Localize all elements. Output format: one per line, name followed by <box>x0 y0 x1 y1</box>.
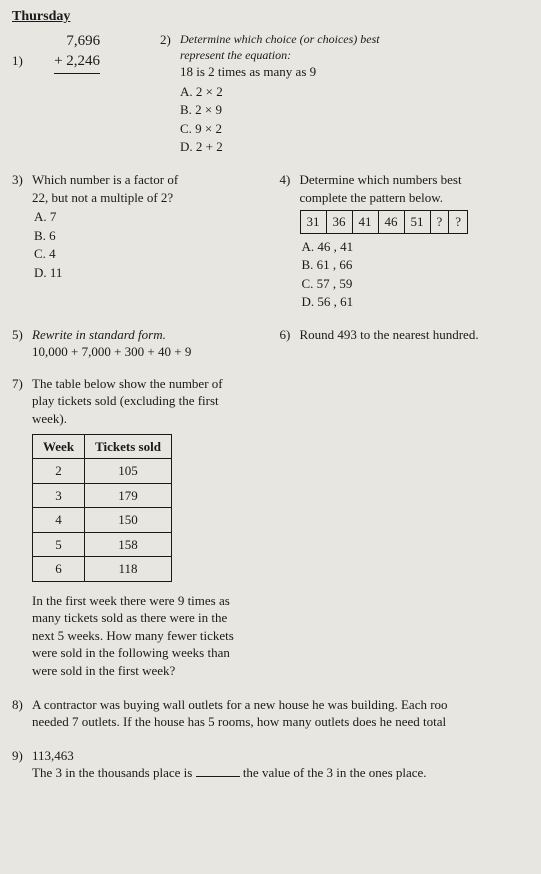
q2-choice-c: C. 9 × 2 <box>180 120 380 138</box>
q3-choice-a: A. 7 <box>34 208 262 226</box>
q7-prompt-l2: play tickets sold (excluding the first <box>32 392 223 410</box>
q9-blank <box>196 776 240 777</box>
q9-l1a: The 3 in the thousands place is <box>32 765 196 780</box>
q7-body-l5: were sold in the first week? <box>32 662 529 680</box>
q4: 4) Determine which numbers best complete… <box>280 171 530 312</box>
q3-choice-d: D. 11 <box>34 264 262 282</box>
q4-choice-a: A. 46 , 41 <box>302 238 530 256</box>
q6-number: 6) <box>280 326 300 344</box>
q7-body-l2: many tickets sold as there were in the <box>32 609 529 627</box>
q4-pattern-table: 31 36 41 46 51 ? ? <box>300 210 469 234</box>
q9: 9) 113,463 The 3 in the thousands place … <box>12 747 529 782</box>
q5: 5) Rewrite in standard form. 10,000 + 7,… <box>12 326 262 361</box>
q4-prompt-l1: Determine which numbers best <box>300 171 462 189</box>
q2-prompt-l2: represent the equation: <box>180 47 380 63</box>
q6-prompt: Round 493 to the nearest hundred. <box>300 326 479 344</box>
q9-sentence: The 3 in the thousands place is the valu… <box>32 764 427 782</box>
q4-choice-c: C. 57 , 59 <box>302 275 530 293</box>
q3-choice-b: B. 6 <box>34 227 262 245</box>
q4-cell-4: 51 <box>404 211 430 234</box>
q7-table: Week Tickets sold 2105 3179 4150 5158 61… <box>32 434 172 582</box>
q7-prompt-l3: week). <box>32 410 223 428</box>
q7-col2: Tickets sold <box>85 434 172 459</box>
q8: 8) A contractor was buying wall outlets … <box>12 696 529 731</box>
q4-cell-6: ? <box>449 211 468 234</box>
q2-choice-b: B. 2 × 9 <box>180 101 380 119</box>
q5-number: 5) <box>12 326 32 361</box>
q2-choice-d: D. 2 + 2 <box>180 138 380 156</box>
q4-cell-3: 46 <box>378 211 404 234</box>
q7-r3c1: 158 <box>85 532 172 557</box>
q2-choice-a: A. 2 × 2 <box>180 83 380 101</box>
q7-number: 7) <box>12 375 32 428</box>
q7-r4c1: 118 <box>85 557 172 582</box>
q4-cell-5: ? <box>430 211 449 234</box>
q7: 7) The table below show the number of pl… <box>12 375 529 680</box>
q2: 2) Determine which choice (or choices) b… <box>160 31 529 157</box>
q9-value: 113,463 <box>32 747 427 765</box>
q1: 1) 7,696 + 2,246 <box>12 31 142 157</box>
q7-body-l3: next 5 weeks. How many fewer tickets <box>32 627 529 645</box>
q5-prompt: Rewrite in standard form. <box>32 326 191 344</box>
q5-expression: 10,000 + 7,000 + 300 + 40 + 9 <box>32 343 191 361</box>
q2-statement: 18 is 2 times as many as 9 <box>180 63 380 81</box>
q1-bottom: + 2,246 <box>54 51 100 74</box>
q6: 6) Round 493 to the nearest hundred. <box>280 326 530 361</box>
q4-cell-0: 31 <box>300 211 326 234</box>
row-q5-q6: 5) Rewrite in standard form. 10,000 + 7,… <box>12 326 529 361</box>
day-header: Thursday <box>12 8 529 27</box>
q8-number: 8) <box>12 696 32 731</box>
q7-r1c1: 179 <box>85 483 172 508</box>
q4-choice-b: B. 61 , 66 <box>302 256 530 274</box>
q7-r0c1: 105 <box>85 459 172 484</box>
q7-body-l4: were sold in the following weeks than <box>32 644 529 662</box>
q1-top: 7,696 <box>54 31 100 51</box>
q3-choice-c: C. 4 <box>34 245 262 263</box>
q1-addition: 7,696 + 2,246 <box>54 31 100 75</box>
q8-l1: A contractor was buying wall outlets for… <box>32 696 448 714</box>
q7-r2c0: 4 <box>33 508 85 533</box>
q2-number: 2) <box>160 31 180 157</box>
q3-number: 3) <box>12 171 32 206</box>
row-q1-q2: 1) 7,696 + 2,246 2) Determine which choi… <box>12 31 529 157</box>
q9-number: 9) <box>12 747 32 782</box>
q7-body-l1: In the first week there were 9 times as <box>32 592 529 610</box>
q4-choice-d: D. 56 , 61 <box>302 293 530 311</box>
q4-cell-2: 41 <box>352 211 378 234</box>
q9-l1b: the value of the 3 in the ones place. <box>240 765 427 780</box>
q4-number: 4) <box>280 171 300 206</box>
q7-prompt-l1: The table below show the number of <box>32 375 223 393</box>
q2-prompt-l1: Determine which choice (or choices) best <box>180 31 380 47</box>
q3: 3) Which number is a factor of 22, but n… <box>12 171 262 312</box>
q7-r4c0: 6 <box>33 557 85 582</box>
q3-prompt-l1: Which number is a factor of <box>32 171 178 189</box>
q7-r3c0: 5 <box>33 532 85 557</box>
q3-prompt-l2: 22, but not a multiple of 2? <box>32 189 178 207</box>
q4-prompt-l2: complete the pattern below. <box>300 189 462 207</box>
q7-r2c1: 150 <box>85 508 172 533</box>
q7-r0c0: 2 <box>33 459 85 484</box>
q7-col1: Week <box>33 434 85 459</box>
row-q3-q4: 3) Which number is a factor of 22, but n… <box>12 171 529 312</box>
q7-r1c0: 3 <box>33 483 85 508</box>
q4-cell-1: 36 <box>326 211 352 234</box>
q8-l2: needed 7 outlets. If the house has 5 roo… <box>32 713 448 731</box>
q1-number: 1) <box>12 52 23 70</box>
